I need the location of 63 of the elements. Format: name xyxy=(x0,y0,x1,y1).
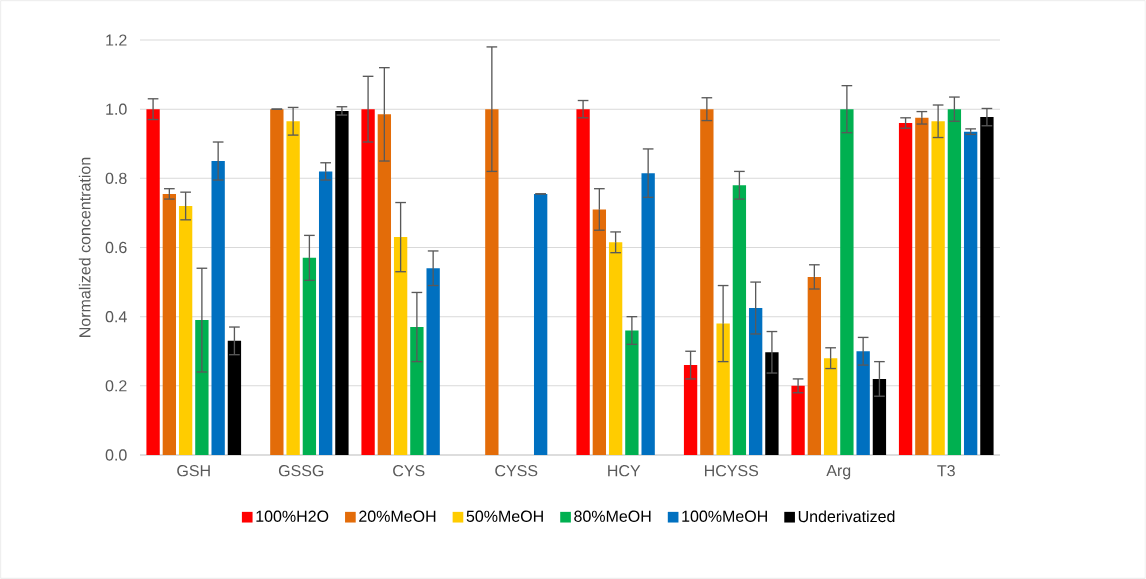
bar xyxy=(807,276,822,455)
bar xyxy=(732,185,747,455)
bar xyxy=(361,109,375,455)
bar xyxy=(856,351,870,455)
bar xyxy=(286,121,300,455)
bar xyxy=(980,117,994,455)
bar xyxy=(393,237,408,455)
y-tick-label: 0.8 xyxy=(105,172,127,184)
legend-label: 20%MeOH xyxy=(359,510,436,522)
x-tick-label: T3 xyxy=(937,465,955,477)
bar xyxy=(410,327,424,455)
legend-label: 80%MeOH xyxy=(574,510,651,522)
x-tick-label: GSSG xyxy=(278,465,324,477)
bar xyxy=(426,268,440,455)
bar xyxy=(608,242,623,455)
y-tick-label: 1.2 xyxy=(106,34,127,46)
bar xyxy=(716,323,730,455)
bar xyxy=(576,109,590,455)
x-tick-label: CYS xyxy=(393,465,425,477)
x-tick-label: GSH xyxy=(177,465,210,477)
y-axis-title: Normalized concentration xyxy=(78,157,91,337)
legend-label: 100%H2O xyxy=(256,510,329,522)
bar xyxy=(227,340,242,455)
bar xyxy=(485,109,499,455)
x-tick-label: HCY xyxy=(608,465,641,477)
y-tick-label: 0.0 xyxy=(105,449,127,461)
bar xyxy=(625,330,639,455)
bar xyxy=(335,110,349,455)
bar xyxy=(162,193,177,455)
bar xyxy=(840,109,854,455)
bar xyxy=(270,109,284,455)
bar xyxy=(683,365,698,455)
bar xyxy=(947,109,962,455)
bar xyxy=(700,109,714,455)
y-tick-label: 0.4 xyxy=(105,311,127,323)
bar xyxy=(178,206,193,455)
bar xyxy=(318,171,333,455)
y-tick-label: 1.0 xyxy=(106,103,127,115)
bar xyxy=(765,352,779,455)
bar xyxy=(377,114,392,455)
bar xyxy=(592,209,607,455)
bar xyxy=(898,123,913,455)
bar xyxy=(211,161,225,455)
bar xyxy=(791,385,805,455)
bar xyxy=(915,117,929,455)
bar xyxy=(823,358,838,455)
bar xyxy=(963,131,978,455)
x-tick-label: CYSS xyxy=(495,465,538,477)
y-tick-label: 0.6 xyxy=(105,241,127,254)
bar xyxy=(641,173,655,455)
bar xyxy=(872,378,887,455)
bar xyxy=(146,109,160,455)
bar xyxy=(302,257,317,455)
bar xyxy=(533,193,548,455)
bar xyxy=(195,320,209,455)
legend-label: Underivatized xyxy=(798,510,895,523)
bar xyxy=(931,121,945,455)
x-tick-label: HCYSS xyxy=(705,465,759,477)
bar xyxy=(748,308,763,455)
y-tick-label: 0.2 xyxy=(105,380,127,392)
legend-label: 50%MeOH xyxy=(466,510,543,522)
x-tick-label: Arg xyxy=(826,465,851,480)
legend-label: 100%MeOH xyxy=(682,510,767,522)
